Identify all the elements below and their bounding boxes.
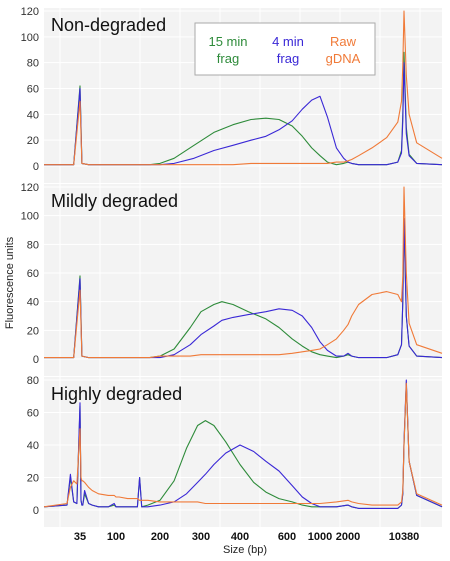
- y-tick-label: 80: [27, 375, 39, 387]
- plot-background: [44, 184, 442, 376]
- x-tick-label: 10380: [389, 531, 420, 543]
- legend-entry-line2: gDNA: [326, 51, 361, 66]
- y-tick-label: 60: [27, 84, 39, 96]
- legend-box: [194, 22, 376, 76]
- y-tick-label: 80: [27, 239, 39, 251]
- x-tick-label: 100: [107, 531, 125, 543]
- y-tick-label: 120: [21, 6, 39, 18]
- x-tick-label: 300: [192, 531, 210, 543]
- series-line-raw: [44, 10, 443, 166]
- legend-entry-line2: frag: [217, 51, 239, 66]
- y-tick-label: 0: [33, 354, 39, 366]
- y-tick-label: 20: [27, 325, 39, 337]
- legend-entry-line1: 4 min: [272, 34, 304, 49]
- series-line-raw: [43, 382, 443, 508]
- panel-2: 0 20 40 60 80 100 120 Mildly degraded: [21, 182, 443, 376]
- y-tick-label: 20: [27, 473, 39, 485]
- panel-title: Non-degraded: [51, 15, 166, 35]
- x-tick-label: 600: [278, 531, 296, 543]
- plot-background: [44, 377, 442, 527]
- y-tick-label: 0: [33, 161, 39, 173]
- y-axis-label: Fluorescence units: [4, 236, 16, 329]
- legend-entry-line1: Raw: [330, 34, 357, 49]
- x-tick-label: 1000: [308, 531, 332, 543]
- panels-group: 0 20 40 60 80 100 120 Non-degraded 0 20 40 60 80 100 1…: [21, 6, 443, 527]
- series-line-raw: [44, 186, 443, 359]
- x-tick-label: 400: [231, 531, 249, 543]
- y-tick-label: 100: [21, 211, 39, 223]
- y-tick-label: 60: [27, 408, 39, 420]
- x-tick-label: 2000: [336, 531, 360, 543]
- x-axis-label: Size (bp): [223, 544, 267, 556]
- y-tick-label: 60: [27, 268, 39, 280]
- y-tick-label: 40: [27, 109, 39, 121]
- legend-entry-line2: frag: [277, 51, 299, 66]
- x-tick-label: 35: [74, 531, 86, 543]
- y-tick-label: 120: [21, 182, 39, 194]
- y-tick-label: 80: [27, 58, 39, 70]
- x-tick-label: 200: [151, 531, 169, 543]
- panel-title: Mildly degraded: [51, 191, 178, 211]
- panel-title: Highly degraded: [51, 384, 182, 404]
- series-line-s4: [43, 379, 443, 509]
- legend: 15 min frag 4 min frag Raw gDNA: [194, 22, 376, 76]
- panel-3: 0 20 40 60 80 Highly degraded: [27, 375, 443, 527]
- y-tick-label: 0: [33, 505, 39, 517]
- y-tick-label: 40: [27, 297, 39, 309]
- y-tick-label: 20: [27, 135, 39, 147]
- legend-entry-line1: 15 min: [208, 34, 247, 49]
- x-tick-labels: 35 100 200 300 400 600 1000 2000 10380: [74, 531, 419, 543]
- y-tick-label: 40: [27, 440, 39, 452]
- y-tick-label: 100: [21, 32, 39, 44]
